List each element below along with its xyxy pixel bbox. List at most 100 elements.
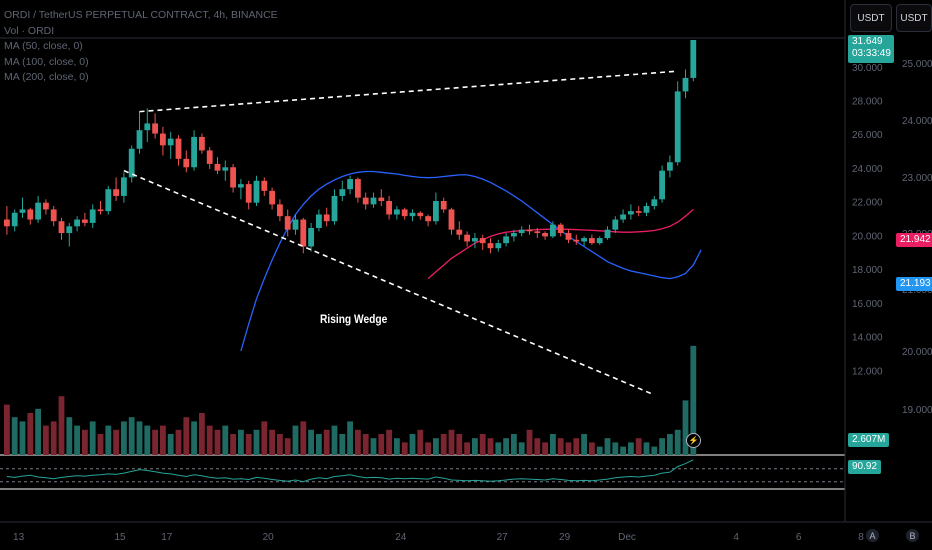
candle-body: [479, 238, 486, 244]
last-price-value: 31.649: [852, 36, 883, 47]
volume-bar: [643, 442, 650, 455]
volume-badge: 2.607M: [848, 433, 890, 447]
auto-scale-button[interactable]: A: [866, 529, 879, 542]
volume-bar: [401, 442, 408, 455]
volume-bar: [628, 442, 634, 455]
time-tick-label: 17: [161, 532, 173, 543]
volume-bar: [511, 434, 517, 455]
time-tick-label: 29: [559, 532, 571, 543]
rsi-pane: [0, 459, 845, 483]
volume-bar: [339, 434, 346, 455]
price-tick-label: 24.000: [852, 164, 883, 175]
candle-body: [58, 221, 65, 234]
candle-body: [628, 211, 634, 215]
volume-bar: [448, 429, 455, 455]
candle-body: [191, 136, 197, 168]
volume-bar: [534, 438, 541, 455]
volume-bar: [269, 429, 275, 455]
lightning-icon[interactable]: ⚡: [686, 433, 701, 448]
volume-bar: [238, 429, 244, 455]
candle-body: [362, 197, 369, 205]
volume-bar: [682, 400, 689, 455]
volume-bar: [386, 429, 392, 455]
volume-bar: [261, 421, 268, 455]
currency-button-right[interactable]: USDT: [896, 4, 932, 32]
candle-body: [97, 209, 104, 212]
volume-bar: [667, 434, 673, 455]
ma-200-label[interactable]: MA (200, close, 0): [4, 71, 89, 83]
candle-body: [206, 150, 213, 164]
candle-body: [167, 138, 174, 146]
symbol-title[interactable]: ORDI / TetherUS PERPETUAL CONTRACT, 4h, …: [4, 9, 278, 21]
volume-bar: [19, 421, 26, 455]
time-tick-label: 15: [114, 532, 126, 543]
volume-bar: [97, 434, 104, 455]
volume-bar: [612, 442, 619, 455]
secondary-price-tick-label: 25.000: [902, 59, 932, 70]
volume-bar: [74, 425, 80, 455]
volume-bar: [651, 446, 658, 455]
volume-bar: [433, 438, 439, 455]
candle-body: [238, 184, 244, 188]
candle-body: [136, 130, 143, 149]
last-price-badge: 31.649 03:33:49: [848, 35, 894, 63]
candle-body: [440, 200, 447, 210]
volume-indicator-label[interactable]: Vol · ORDI: [4, 24, 55, 37]
volume-bar: [43, 425, 49, 455]
candle-body: [323, 214, 330, 222]
candle-body: [448, 209, 455, 230]
candle-body: [144, 123, 151, 131]
volume-bar: [440, 434, 447, 455]
volume-bars: [4, 345, 697, 455]
candle-body: [472, 238, 478, 242]
ma-50-label[interactable]: MA (50, close, 0): [4, 40, 83, 52]
price-tick-label: 22.000: [852, 198, 883, 209]
candle-body: [394, 209, 400, 215]
candle-body: [503, 236, 509, 244]
candle-body: [456, 229, 463, 235]
ma-100-label[interactable]: MA (100, close, 0): [4, 55, 89, 68]
candle-body: [222, 167, 229, 171]
candle-body: [355, 179, 361, 198]
volume-bar: [378, 434, 385, 455]
volume-bar: [105, 425, 112, 455]
volume-bar: [526, 429, 533, 455]
currency-button-left[interactable]: USDT: [850, 4, 892, 32]
candle-body: [542, 233, 548, 237]
volume-bar: [518, 442, 525, 455]
log-scale-button[interactable]: B: [906, 529, 919, 542]
volume-bar: [230, 434, 236, 455]
volume-bar: [557, 438, 564, 455]
volume-bar: [144, 425, 151, 455]
volume-bar: [222, 425, 229, 455]
candle-body: [300, 219, 307, 247]
time-tick-label: 8: [858, 532, 864, 543]
volume-bar: [152, 429, 158, 455]
time-tick-label: 13: [13, 532, 25, 543]
time-tick-label: 4: [733, 532, 739, 543]
volume-bar: [503, 438, 509, 455]
volume-bar: [659, 438, 665, 455]
volume-bar: [82, 429, 88, 455]
time-axis[interactable]: 13 15 17 20 24 27 29 Dec 4 6 8: [13, 532, 864, 543]
candle-body: [269, 190, 275, 205]
volume-bar: [128, 417, 135, 455]
candle-body: [487, 243, 494, 249]
volume-bar: [89, 421, 96, 455]
candle-body: [370, 197, 377, 205]
volume-bar: [464, 442, 470, 455]
candle-body: [261, 180, 268, 191]
candle-body: [4, 219, 10, 227]
volume-bar: [487, 438, 494, 455]
candle-body: [128, 148, 135, 178]
time-tick-label: 27: [497, 532, 509, 543]
price-tick-label: 28.000: [852, 97, 883, 108]
candle-body: [74, 219, 80, 227]
volume-bar: [167, 434, 174, 455]
volume-bar: [11, 417, 18, 455]
volume-bar: [323, 429, 330, 455]
candle-body: [596, 238, 603, 244]
volume-bar: [362, 434, 369, 455]
volume-bar: [277, 434, 283, 455]
